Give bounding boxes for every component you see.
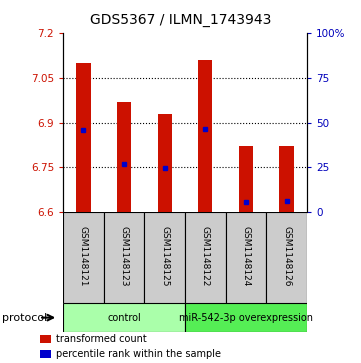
Bar [117,102,131,212]
Text: GSM1148126: GSM1148126 [282,226,291,286]
Bar [77,62,91,212]
Bar [239,146,253,212]
Bar [226,212,266,303]
Text: miR-542-3p overexpression: miR-542-3p overexpression [179,313,313,323]
Text: percentile rank within the sample: percentile rank within the sample [56,349,221,359]
Bar [40,350,51,358]
Bar [104,212,144,303]
Bar [63,212,104,303]
Bar [185,212,226,303]
Bar [185,303,307,332]
Bar [158,114,172,212]
Text: protocol: protocol [2,313,47,323]
Bar [198,60,212,212]
Bar [63,303,185,332]
Text: GSM1148122: GSM1148122 [201,226,210,286]
Bar [40,335,51,343]
Bar [266,212,307,303]
Text: control: control [107,313,141,323]
Text: transformed count: transformed count [56,334,147,344]
Text: GSM1148125: GSM1148125 [160,226,169,286]
Bar [144,212,185,303]
Text: GSM1148124: GSM1148124 [242,226,251,286]
Bar [279,146,293,212]
Text: GSM1148121: GSM1148121 [79,226,88,286]
Text: GDS5367 / ILMN_1743943: GDS5367 / ILMN_1743943 [90,13,271,27]
Text: GSM1148123: GSM1148123 [119,226,129,286]
